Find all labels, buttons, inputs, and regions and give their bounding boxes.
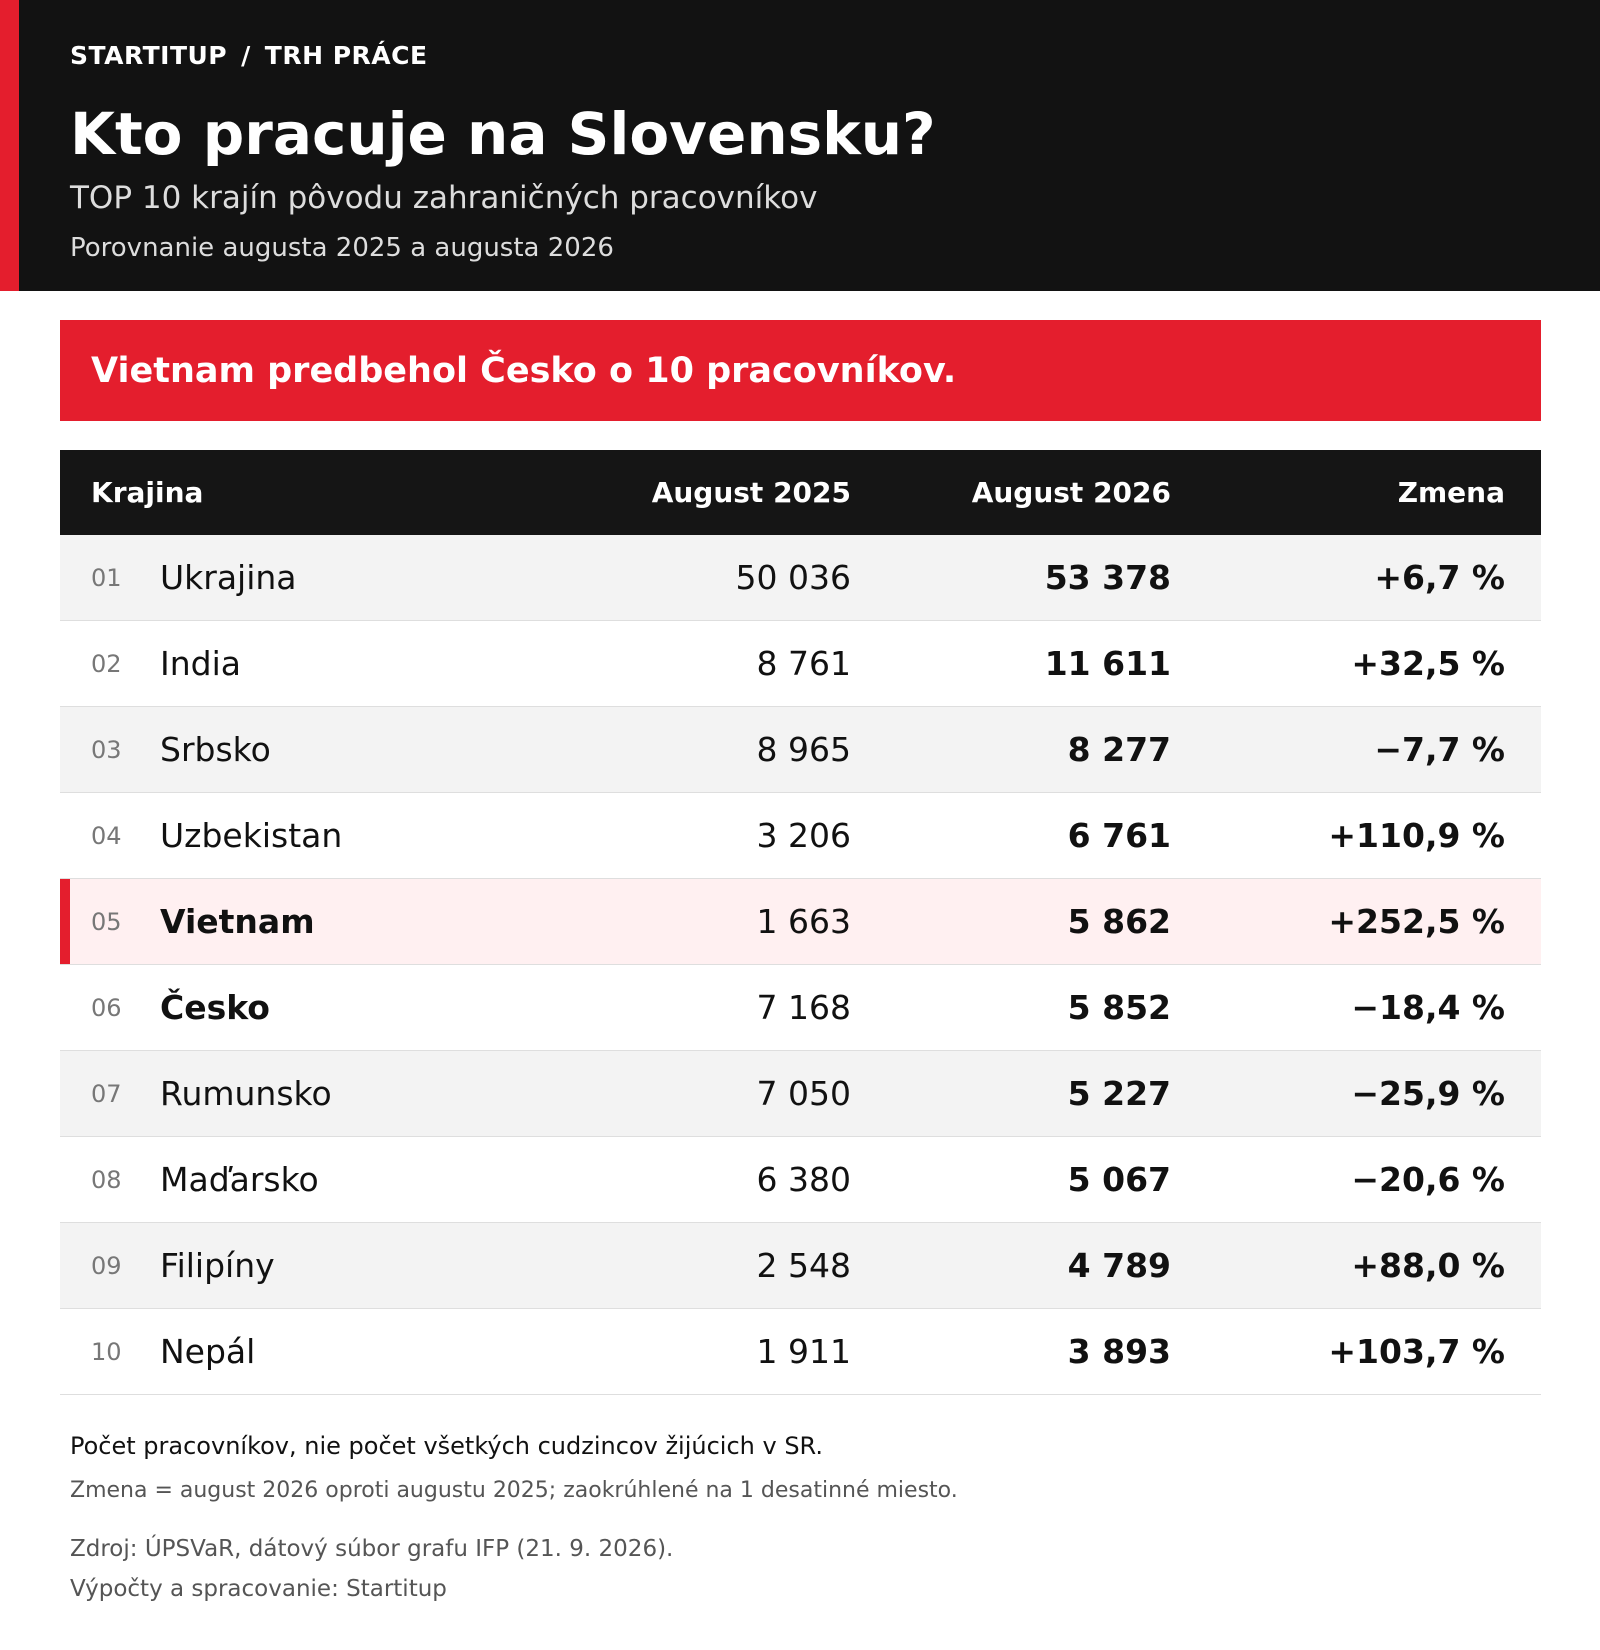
row-rank: 06 xyxy=(91,993,122,1022)
row-change: −20,6 % xyxy=(1351,1160,1505,1199)
row-rank: 01 xyxy=(91,563,122,592)
row-rank: 02 xyxy=(91,649,122,678)
row-value-aug-2026: 5 852 xyxy=(1067,988,1171,1027)
row-value-aug-2025: 7 168 xyxy=(756,988,851,1027)
row-value-aug-2026: 5 227 xyxy=(1067,1074,1171,1113)
row-change: +32,5 % xyxy=(1351,644,1505,683)
breadcrumb-item-startitup[interactable]: STARTITUP xyxy=(70,41,228,70)
row-value-aug-2026: 3 893 xyxy=(1067,1332,1171,1371)
row-value-aug-2026: 11 611 xyxy=(1044,644,1171,683)
row-value-aug-2025: 1 663 xyxy=(756,902,851,941)
row-rank: 10 xyxy=(91,1337,122,1366)
source-note: Zdroj: ÚPSVaR, dátový súbor grafu IFP (2… xyxy=(70,1536,674,1562)
row-rank: 04 xyxy=(91,821,122,850)
table-row: 03 Srbsko 8 965 8 277 −7,7 % xyxy=(60,707,1541,793)
table-row: 08 Maďarsko 6 380 5 067 −20,6 % xyxy=(60,1137,1541,1223)
column-header-aug-2026: August 2026 xyxy=(971,476,1171,509)
row-value-aug-2025: 8 965 xyxy=(756,730,851,769)
breadcrumb-separator: / xyxy=(241,41,251,70)
row-value-aug-2026: 6 761 xyxy=(1067,816,1171,855)
header-accent-bar xyxy=(0,0,19,291)
row-change: −7,7 % xyxy=(1374,730,1505,769)
row-country: Srbsko xyxy=(160,730,271,769)
table-row: 01 Ukrajina 50 036 53 378 +6,7 % xyxy=(60,535,1541,621)
row-country: Filipíny xyxy=(160,1246,275,1285)
row-change: +6,7 % xyxy=(1374,558,1505,597)
table-row: 07 Rumunsko 7 050 5 227 −25,9 % xyxy=(60,1051,1541,1137)
table-header: Krajina August 2025 August 2026 Zmena xyxy=(60,450,1541,535)
row-rank: 09 xyxy=(91,1251,122,1280)
row-rank: 07 xyxy=(91,1079,122,1108)
row-change: +88,0 % xyxy=(1351,1246,1505,1285)
row-country: Rumunsko xyxy=(160,1074,332,1113)
breadcrumb: STARTITUP / TRH PRÁCE xyxy=(70,41,428,70)
comparison-period: Porovnanie augusta 2025 a augusta 2026 xyxy=(70,233,614,263)
row-value-aug-2026: 8 277 xyxy=(1067,730,1171,769)
row-change: +252,5 % xyxy=(1328,902,1505,941)
row-value-aug-2026: 53 378 xyxy=(1044,558,1171,597)
footer: Počet pracovníkov, nie počet všetkých cu… xyxy=(70,1430,1510,1604)
row-rank: 05 xyxy=(91,907,122,936)
page-subtitle: TOP 10 krajín pôvodu zahraničných pracov… xyxy=(70,180,818,216)
column-header-aug-2025: August 2025 xyxy=(651,476,851,509)
row-value-aug-2025: 8 761 xyxy=(756,644,851,683)
row-change: +110,9 % xyxy=(1328,816,1505,855)
row-value-aug-2026: 4 789 xyxy=(1067,1246,1171,1285)
table-row: 02 India 8 761 11 611 +32,5 % xyxy=(60,621,1541,707)
row-value-aug-2026: 5 067 xyxy=(1067,1160,1171,1199)
row-value-aug-2026: 5 862 xyxy=(1067,902,1171,941)
row-value-aug-2025: 2 548 xyxy=(756,1246,851,1285)
column-header-change: Zmena xyxy=(1397,476,1505,509)
row-country: India xyxy=(160,644,241,683)
breadcrumb-item-trh-prace[interactable]: TRH PRÁCE xyxy=(264,41,428,70)
page-title: Kto pracuje na Slovensku? xyxy=(70,100,936,168)
row-rank: 08 xyxy=(91,1165,122,1194)
row-country: Maďarsko xyxy=(160,1160,319,1199)
row-country: Nepál xyxy=(160,1332,256,1371)
highlight-text: Vietnam predbehol Česko o 10 pracovníkov… xyxy=(91,350,957,391)
highlight-row-marker xyxy=(60,879,70,964)
workers-table: Krajina August 2025 August 2026 Zmena 01… xyxy=(60,450,1541,1395)
row-change: +103,7 % xyxy=(1328,1332,1505,1371)
highlight-banner: Vietnam predbehol Česko o 10 pracovníkov… xyxy=(60,320,1541,421)
row-country: Vietnam xyxy=(160,902,315,941)
row-value-aug-2025: 7 050 xyxy=(756,1074,851,1113)
footnote-workers: Počet pracovníkov, nie počet všetkých cu… xyxy=(70,1432,823,1460)
table-row: 09 Filipíny 2 548 4 789 +88,0 % xyxy=(60,1223,1541,1309)
row-value-aug-2025: 6 380 xyxy=(756,1160,851,1199)
processing-note: Výpočty a spracovanie: Startitup xyxy=(70,1576,447,1602)
table-row: 05 Vietnam 1 663 5 862 +252,5 % xyxy=(60,879,1541,965)
row-value-aug-2025: 3 206 xyxy=(756,816,851,855)
row-rank: 03 xyxy=(91,735,122,764)
row-value-aug-2025: 50 036 xyxy=(735,558,851,597)
row-change: −25,9 % xyxy=(1351,1074,1505,1113)
table-row: 06 Česko 7 168 5 852 −18,4 % xyxy=(60,965,1541,1051)
row-country: Česko xyxy=(160,988,270,1027)
table-body: 01 Ukrajina 50 036 53 378 +6,7 % 02 India 8 761… xyxy=(60,535,1541,1395)
header: STARTITUP / TRH PRÁCE Kto pracuje na Slove… xyxy=(0,0,1600,291)
row-value-aug-2025: 1 911 xyxy=(756,1332,851,1371)
row-country: Uzbekistan xyxy=(160,816,343,855)
row-country: Ukrajina xyxy=(160,558,297,597)
table-row: 10 Nepál 1 911 3 893 +103,7 % xyxy=(60,1309,1541,1395)
column-header-country: Krajina xyxy=(91,476,204,509)
table-row: 04 Uzbekistan 3 206 6 761 +110,9 % xyxy=(60,793,1541,879)
row-change: −18,4 % xyxy=(1351,988,1505,1027)
footnote-change: Zmena = august 2026 oproti augustu 2025;… xyxy=(70,1478,958,1503)
